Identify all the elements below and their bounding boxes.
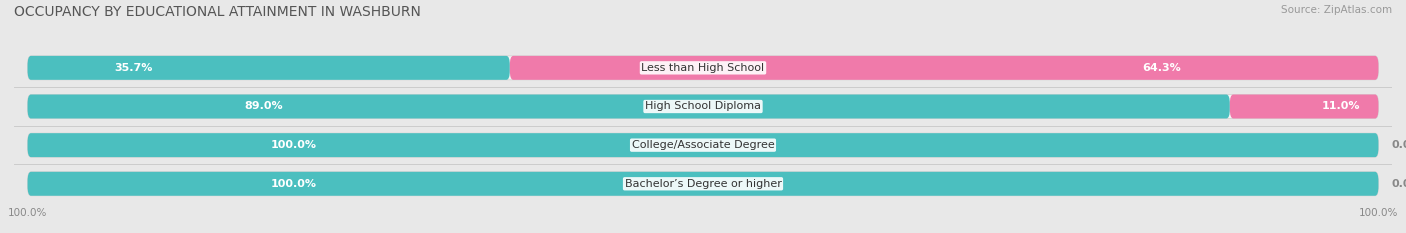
FancyBboxPatch shape: [28, 95, 1230, 118]
Text: 35.7%: 35.7%: [114, 63, 153, 73]
FancyBboxPatch shape: [28, 56, 1378, 80]
Text: Source: ZipAtlas.com: Source: ZipAtlas.com: [1281, 5, 1392, 15]
Text: 11.0%: 11.0%: [1322, 102, 1361, 112]
FancyBboxPatch shape: [28, 172, 1378, 196]
Text: 100.0%: 100.0%: [271, 179, 316, 189]
Text: Less than High School: Less than High School: [641, 63, 765, 73]
Text: 64.3%: 64.3%: [1142, 63, 1181, 73]
Text: College/Associate Degree: College/Associate Degree: [631, 140, 775, 150]
FancyBboxPatch shape: [28, 56, 510, 80]
FancyBboxPatch shape: [28, 95, 1378, 118]
Text: 0.0%: 0.0%: [1392, 140, 1406, 150]
FancyBboxPatch shape: [28, 133, 1378, 157]
Text: 0.0%: 0.0%: [1392, 179, 1406, 189]
Text: OCCUPANCY BY EDUCATIONAL ATTAINMENT IN WASHBURN: OCCUPANCY BY EDUCATIONAL ATTAINMENT IN W…: [14, 5, 420, 19]
Text: 89.0%: 89.0%: [245, 102, 283, 112]
Text: Bachelor’s Degree or higher: Bachelor’s Degree or higher: [624, 179, 782, 189]
FancyBboxPatch shape: [1230, 95, 1378, 118]
Text: 100.0%: 100.0%: [271, 140, 316, 150]
FancyBboxPatch shape: [28, 133, 1378, 157]
FancyBboxPatch shape: [28, 172, 1378, 196]
Text: High School Diploma: High School Diploma: [645, 102, 761, 112]
FancyBboxPatch shape: [510, 56, 1378, 80]
